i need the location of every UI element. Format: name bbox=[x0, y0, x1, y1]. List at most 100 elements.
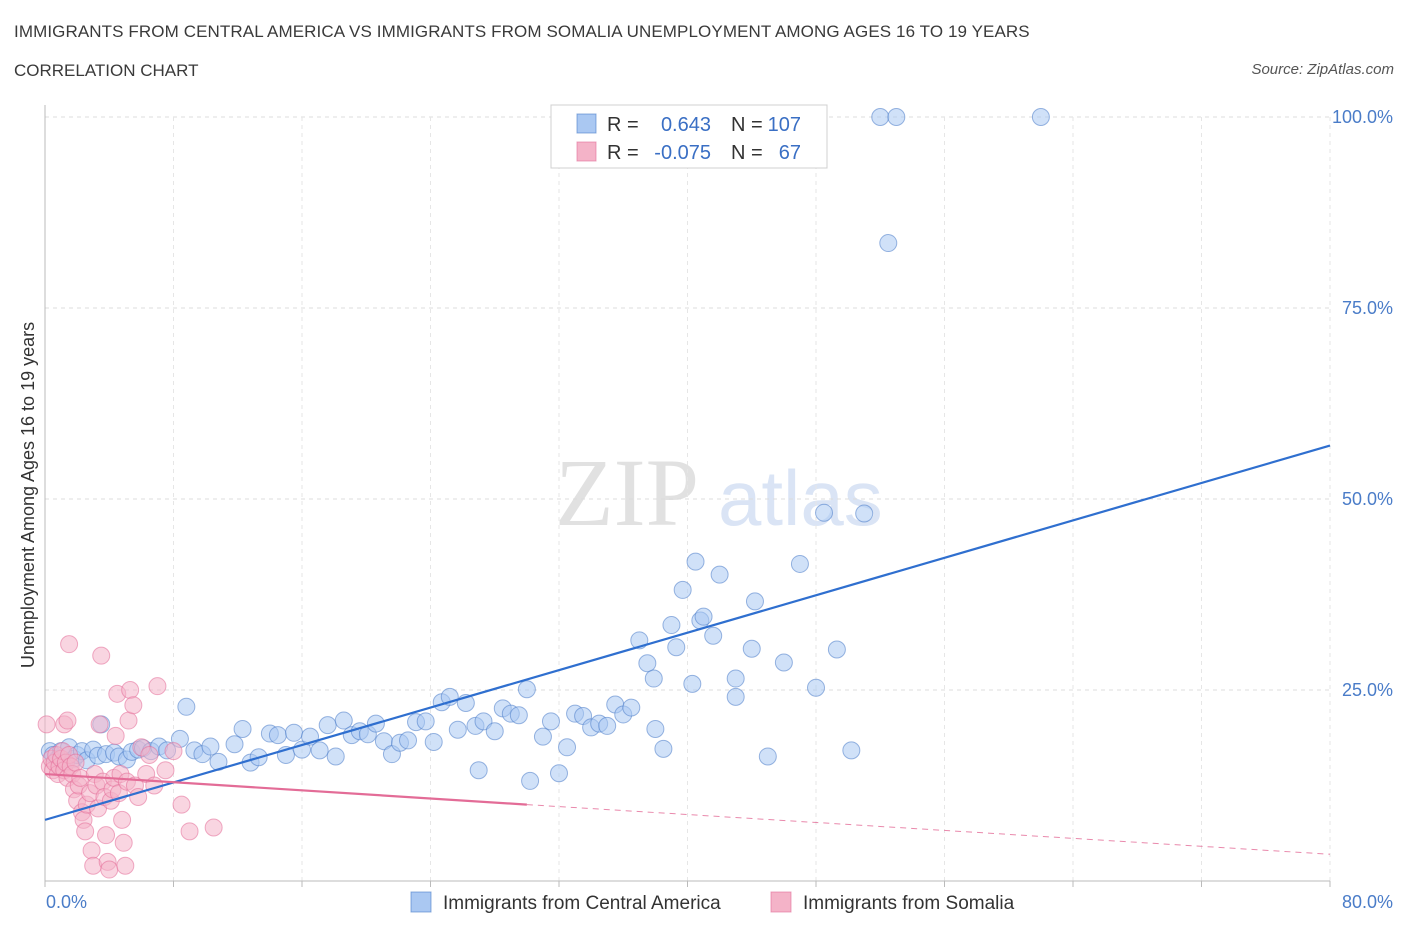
point-0-89 bbox=[686, 552, 705, 571]
bottom-legend-label-somalia: Immigrants from Somalia bbox=[803, 893, 1015, 914]
watermark: ZIP atlas bbox=[555, 439, 883, 546]
point-0-100 bbox=[807, 678, 825, 697]
watermark-zip: ZIP bbox=[555, 439, 699, 546]
y-tick-label-2: 75.0% bbox=[1342, 298, 1393, 318]
point-0-60 bbox=[474, 712, 493, 731]
point-1-63 bbox=[164, 742, 183, 761]
point-1-53 bbox=[121, 681, 140, 699]
point-1-65 bbox=[180, 822, 199, 841]
point-1-40 bbox=[100, 860, 119, 879]
point-0-64 bbox=[509, 706, 528, 725]
trend-lines bbox=[44, 444, 1331, 855]
point-1-56 bbox=[129, 787, 148, 806]
point-0-41 bbox=[326, 747, 345, 766]
point-0-82 bbox=[646, 719, 665, 738]
point-0-81 bbox=[644, 669, 663, 688]
x-tick-labels: 0.0% 80.0% bbox=[46, 892, 1393, 912]
point-0-50 bbox=[399, 731, 418, 750]
point-1-49 bbox=[114, 833, 133, 852]
y-tick-labels: 25.0% 50.0% 75.0% 100.0% bbox=[1332, 107, 1393, 700]
chart-title: IMMIGRANTS FROM CENTRAL AMERICA VS IMMIG… bbox=[14, 22, 1030, 41]
point-0-39 bbox=[310, 741, 329, 760]
series-legend: Immigrants from Central America Immigran… bbox=[410, 891, 1015, 914]
point-1-19 bbox=[58, 711, 77, 730]
point-0-91 bbox=[704, 626, 723, 645]
trend-line-somalia-extension bbox=[526, 804, 1331, 855]
legend-swatch-somalia bbox=[576, 141, 597, 162]
point-0-90 bbox=[694, 607, 713, 626]
point-0-68 bbox=[541, 712, 560, 731]
series-somalia bbox=[37, 635, 223, 879]
point-0-80 bbox=[638, 654, 657, 673]
point-0-84 bbox=[662, 616, 681, 635]
y-tick-label-0: 25.0% bbox=[1342, 680, 1393, 700]
gridlines bbox=[45, 116, 1331, 881]
trend-line-somalia bbox=[44, 772, 527, 806]
point-1-26 bbox=[76, 822, 95, 841]
point-0-86 bbox=[673, 580, 692, 599]
point-0-83 bbox=[654, 739, 673, 758]
point-0-101 bbox=[815, 503, 834, 522]
chart-subtitle: CORRELATION CHART bbox=[14, 61, 199, 80]
point-0-23 bbox=[177, 697, 196, 716]
legend-r-label-2: R = bbox=[607, 142, 639, 164]
point-0-75 bbox=[598, 716, 617, 735]
point-0-52 bbox=[416, 712, 435, 731]
point-1-44 bbox=[106, 726, 125, 745]
point-1-35 bbox=[92, 646, 111, 665]
source-credit: Source: ZipAtlas.com bbox=[1251, 61, 1394, 78]
point-0-67 bbox=[533, 727, 552, 746]
series-central-america bbox=[40, 108, 1050, 790]
point-0-102 bbox=[827, 640, 846, 659]
point-1-61 bbox=[148, 677, 167, 696]
point-1-29 bbox=[82, 841, 101, 860]
y-axis-label: Unemployment Among Ages 16 to 19 years bbox=[18, 322, 38, 668]
point-0-92 bbox=[710, 565, 729, 584]
point-0-97 bbox=[758, 747, 777, 766]
bottom-legend-swatch-somalia bbox=[770, 891, 792, 913]
point-0-108 bbox=[1031, 108, 1050, 126]
point-0-34 bbox=[268, 726, 287, 745]
point-0-98 bbox=[774, 653, 793, 672]
point-0-107 bbox=[879, 234, 898, 253]
legend-n-value-1: 107 bbox=[768, 114, 801, 136]
point-0-85 bbox=[667, 638, 686, 657]
point-1-62 bbox=[156, 761, 175, 780]
point-1-66 bbox=[204, 818, 223, 837]
point-0-36 bbox=[284, 723, 303, 742]
point-0-106 bbox=[887, 108, 906, 126]
point-1-34 bbox=[90, 715, 109, 734]
point-0-78 bbox=[622, 698, 641, 717]
point-0-56 bbox=[448, 720, 467, 739]
point-0-95 bbox=[742, 639, 761, 658]
point-0-69 bbox=[550, 764, 568, 783]
y-tick-label-3: 100.0% bbox=[1332, 107, 1393, 127]
point-1-64 bbox=[172, 795, 191, 814]
point-0-94 bbox=[726, 687, 745, 706]
y-tick-label-1: 50.0% bbox=[1342, 489, 1393, 509]
point-0-66 bbox=[521, 771, 540, 790]
point-0-30 bbox=[233, 719, 252, 738]
point-0-27 bbox=[201, 737, 220, 756]
point-0-53 bbox=[424, 732, 443, 751]
point-0-42 bbox=[334, 711, 353, 730]
trend-line-central-america bbox=[44, 444, 1331, 821]
point-0-99 bbox=[790, 554, 809, 573]
bottom-legend-swatch-central-america bbox=[410, 891, 432, 913]
legend-r-label-1: R = bbox=[607, 114, 639, 136]
point-0-105 bbox=[871, 108, 890, 126]
legend-r-value-1: 0.643 bbox=[661, 114, 711, 136]
point-0-93 bbox=[726, 669, 745, 688]
point-0-29 bbox=[225, 735, 244, 754]
legend-r-value-2: -0.075 bbox=[654, 142, 711, 164]
bottom-legend-label-central-america: Immigrants from Central America bbox=[443, 893, 721, 914]
point-1-50 bbox=[116, 856, 135, 875]
point-0-103 bbox=[842, 741, 861, 760]
point-0-65 bbox=[517, 680, 536, 699]
legend-n-label-2: N = bbox=[731, 142, 763, 164]
point-1-54 bbox=[124, 696, 143, 715]
point-1-17 bbox=[66, 753, 85, 772]
point-0-87 bbox=[683, 674, 702, 693]
legend-swatch-central-america bbox=[576, 113, 597, 134]
